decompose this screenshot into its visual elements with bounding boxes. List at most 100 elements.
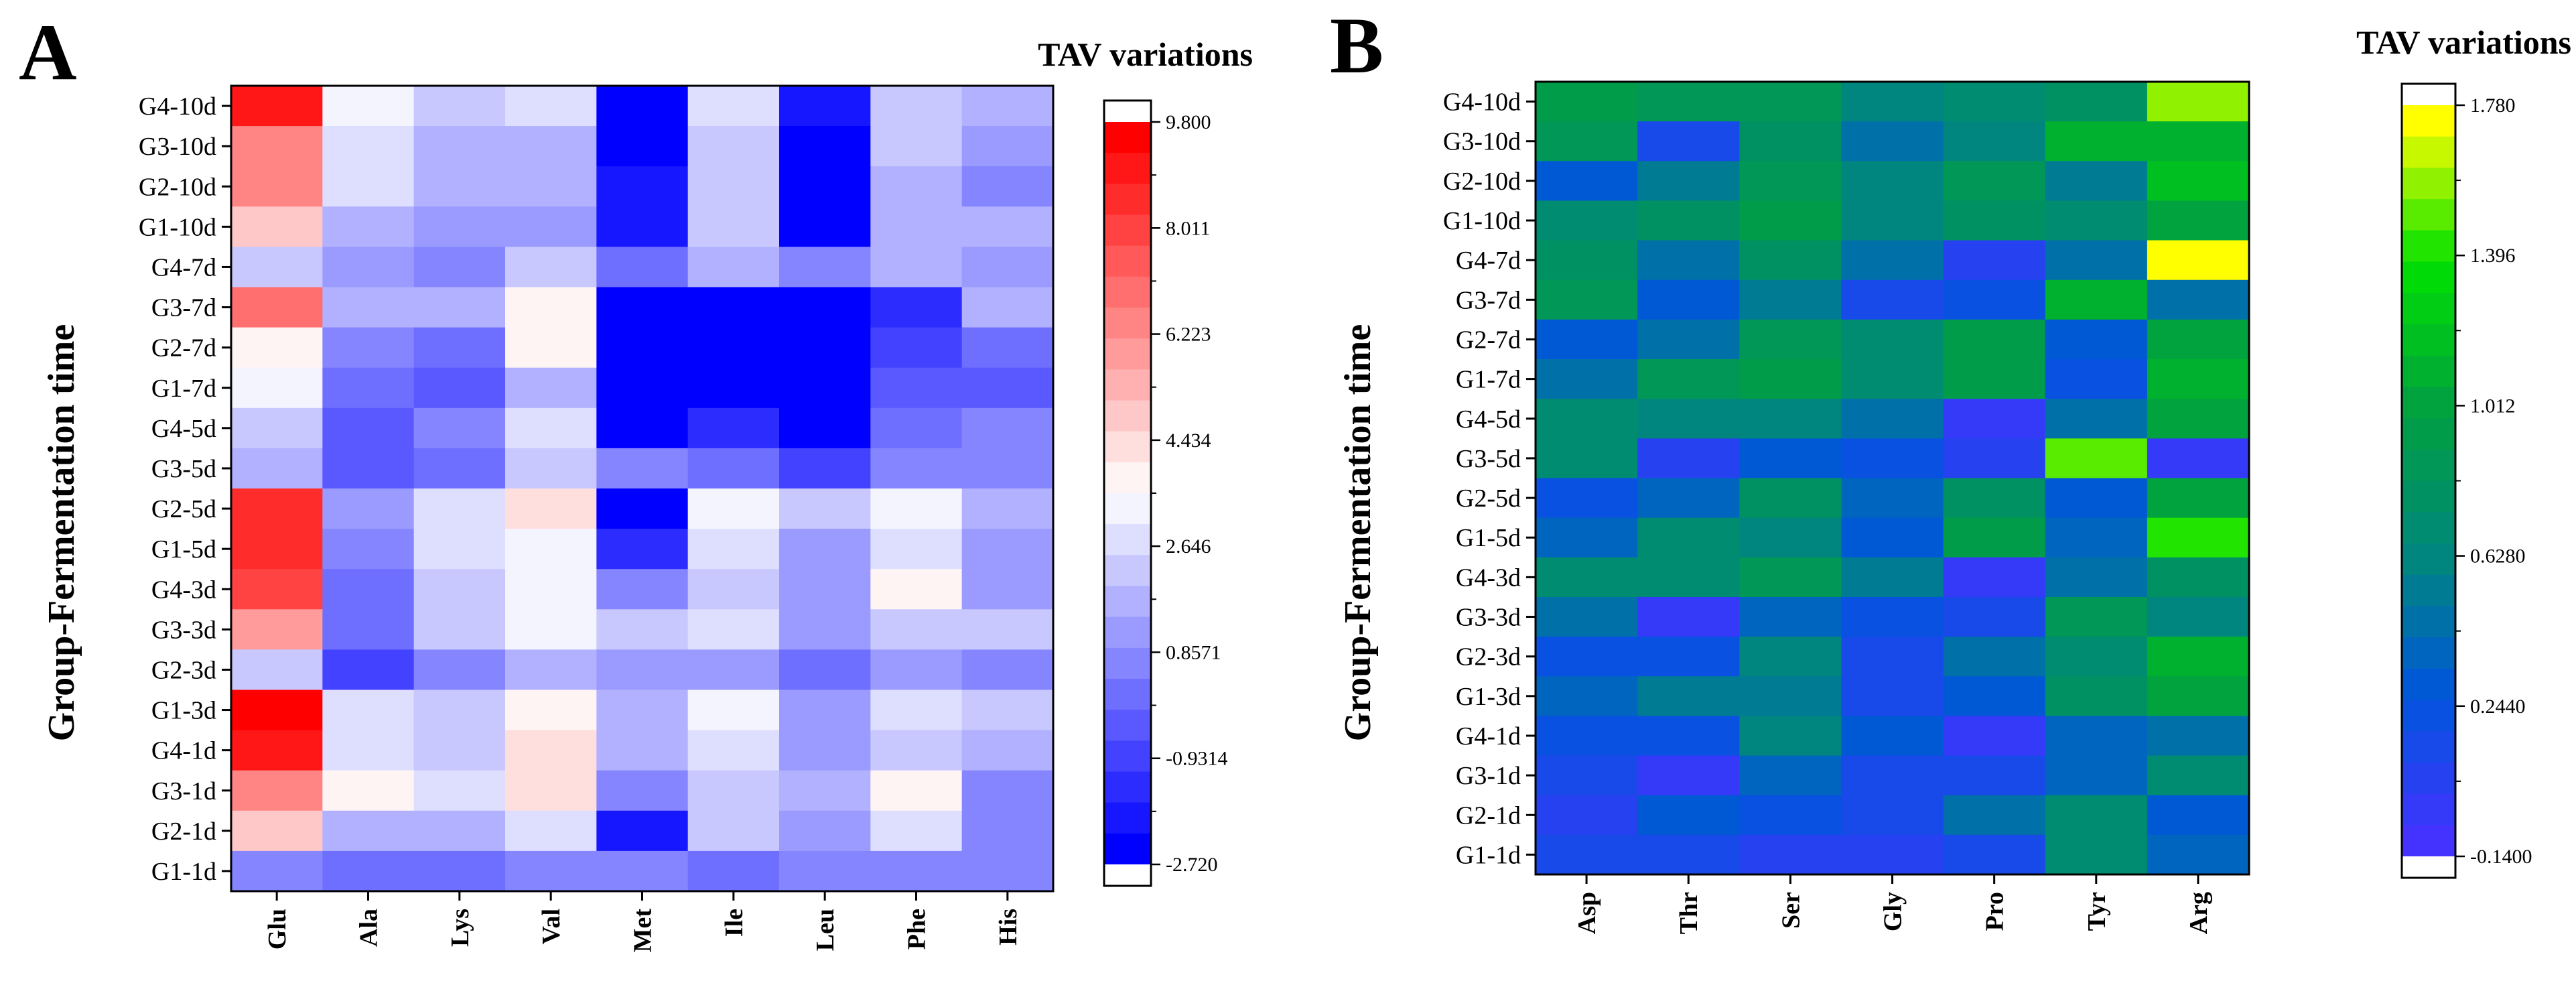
heatmap-cell-g3-5d-val [505,448,597,489]
heatmap-cell-g2-10d-glu [231,166,323,207]
heatmap-cell-g2-10d-thr [1637,161,1740,202]
heatmap-cell-g3-7d-ala [322,287,415,328]
heatmap-cell-g2-3d-asp [1536,637,1638,677]
y-tick-label: G2-1d [151,817,216,846]
heatmap-cell-g2-7d-gly [1841,319,1944,360]
y-tick-label: G1-10d [139,213,216,241]
heatmap-cell-g3-1d-glu [231,770,323,811]
heatmap-cell-g3-7d-met [596,287,689,328]
heatmap-cell-g1-7d-ala [322,367,415,409]
colorbar-step [1104,122,1151,153]
heatmap-cell-g4-10d-arg [2147,82,2250,122]
heatmap-cell-g3-7d-tyr [2045,279,2148,320]
heatmap-cell-g1-5d-leu [779,529,871,570]
heatmap-cell-g3-5d-phe [870,448,963,489]
y-ticks-a: G4-10d G3-10d G2-10d G1-10d G4-7d G3-7d G2-7d G… [139,92,231,886]
heatmap-cell-g4-7d-met [596,247,689,288]
heatmap-cell-g4-5d-leu [779,407,871,449]
heatmap-panel-b: B TAV variations Group-Fermentation time… [1330,1,2571,934]
heatmap-cell-g2-3d-ser [1739,637,1842,677]
heatmap-cell-g1-7d-tyr [2045,359,2148,399]
heatmap-cell-g4-3d-asp [1536,557,1638,598]
heatmap-cell-g4-7d-val [505,247,597,288]
heatmap-cell-g3-5d-ile [687,448,780,489]
y-tick-label: G1-3d [1456,683,1521,711]
colorbar-step [1104,802,1151,834]
x-tick-label: Pro [1981,892,2009,931]
heatmap-cell-g1-10d-pro [1943,200,2046,241]
heatmap-cell-g4-10d-tyr [2045,82,2148,122]
y-tick-label: G4-7d [151,253,216,281]
heatmap-cell-g3-3d-asp [1536,596,1638,637]
heatmap-cell-g1-3d-val [505,690,597,731]
heatmap-cell-g3-3d-thr [1637,596,1740,637]
heatmap-cell-g2-5d-met [596,488,689,529]
heatmap-cell-g3-7d-asp [1536,279,1638,320]
heatmap-cell-g4-3d-ser [1739,557,1842,598]
heatmap-cell-g3-7d-ser [1739,279,1842,320]
heatmap-cell-g2-7d-arg [2147,319,2250,360]
heatmap-cell-g3-3d-tyr [2045,596,2148,637]
heatmap-cell-g2-1d-val [505,810,597,852]
heatmap-cell-g2-5d-phe [870,488,963,529]
colorbar-step [1104,771,1151,803]
heatmap-cell-g3-3d-met [596,609,689,650]
heatmap-cell-g1-5d-phe [870,529,963,570]
heatmap-cell-g1-7d-met [596,367,689,409]
heatmap-cell-g1-3d-tyr [2045,676,2148,716]
x-tick-label: Thr [1675,892,1703,934]
heatmap-cell-g1-5d-asp [1536,517,1638,558]
heatmap-cell-g1-5d-arg [2147,517,2250,558]
colorbar-top-cap [1104,101,1151,122]
heatmap-cell-g3-5d-lys [413,448,506,489]
heatmap-cell-g1-10d-ser [1739,200,1842,241]
heatmap-cell-g4-5d-thr [1637,399,1740,439]
heatmap-cell-g2-7d-phe [870,327,963,369]
heatmap-cell-g4-3d-arg [2147,557,2250,598]
heatmap-cell-g3-5d-tyr [2045,438,2148,479]
colorbar-tick-label: -0.9314 [1166,748,1228,770]
y-tick-label: G1-1d [151,858,216,886]
heatmap-cell-g2-10d-val [505,166,597,207]
y-tick-label: G4-5d [151,415,216,443]
heatmap-cell-g2-7d-tyr [2045,319,2148,360]
colorbar-tick-label: 9.800 [1166,111,1211,133]
x-tick-label: Asp [1573,892,1601,934]
y-tick-label: G2-10d [1443,168,1521,196]
heatmap-cell-g2-1d-gly [1841,795,1944,836]
heatmap-cell-g4-10d-asp [1536,82,1638,122]
heatmap-cell-g4-7d-his [961,247,1054,288]
colorbar-step [1104,647,1151,679]
heatmap-cell-g2-10d-arg [2147,161,2250,202]
heatmap-cell-g3-1d-pro [1943,755,2046,796]
heatmap-cell-g4-3d-thr [1637,557,1740,598]
heatmap-cell-g4-10d-lys [413,86,506,127]
y-tick-label: G3-7d [1456,286,1521,314]
heatmap-cell-g2-3d-thr [1637,637,1740,677]
heatmap-cell-g2-1d-thr [1637,795,1740,836]
heatmap-cell-g4-3d-leu [779,569,871,610]
y-tick-label: G3-5d [1456,445,1521,473]
heatmap-cell-g4-7d-glu [231,247,323,288]
heatmap-cell-g1-10d-phe [870,206,963,247]
colorbar-step [2402,355,2455,387]
heatmap-cell-g1-5d-thr [1637,517,1740,558]
colorbar-step [2402,700,2455,732]
heatmap-cell-g3-1d-leu [779,770,871,811]
heatmap-cell-g2-3d-leu [779,649,871,691]
colorbar-step [2402,480,2455,513]
heatmap-cell-g1-5d-met [596,529,689,570]
heatmap-cell-g1-5d-ser [1739,517,1842,558]
heatmap-cell-g2-5d-glu [231,488,323,529]
colorbar-a: 9.800 8.011 6.223 4.434 2.646 0.8571 -0.9314 -2… [1103,99,1228,887]
y-tick-label: G4-7d [1456,247,1521,275]
heatmap-cell-g4-5d-arg [2147,399,2250,439]
heatmap-cell-g4-5d-lys [413,407,506,449]
heatmap-cell-g3-5d-thr [1637,438,1740,479]
heatmap-cell-g3-7d-lys [413,287,506,328]
heatmap-cell-g3-10d-phe [870,126,963,167]
heatmap-cell-g4-5d-phe [870,407,963,449]
heatmap-cell-g3-1d-his [961,770,1054,811]
colorbar-tick-label: 0.2440 [2470,696,2526,718]
heatmap-cell-g4-3d-pro [1943,557,2046,598]
